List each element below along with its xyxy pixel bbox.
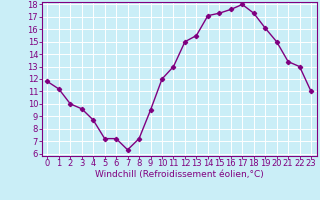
X-axis label: Windchill (Refroidissement éolien,°C): Windchill (Refroidissement éolien,°C) bbox=[95, 170, 264, 179]
